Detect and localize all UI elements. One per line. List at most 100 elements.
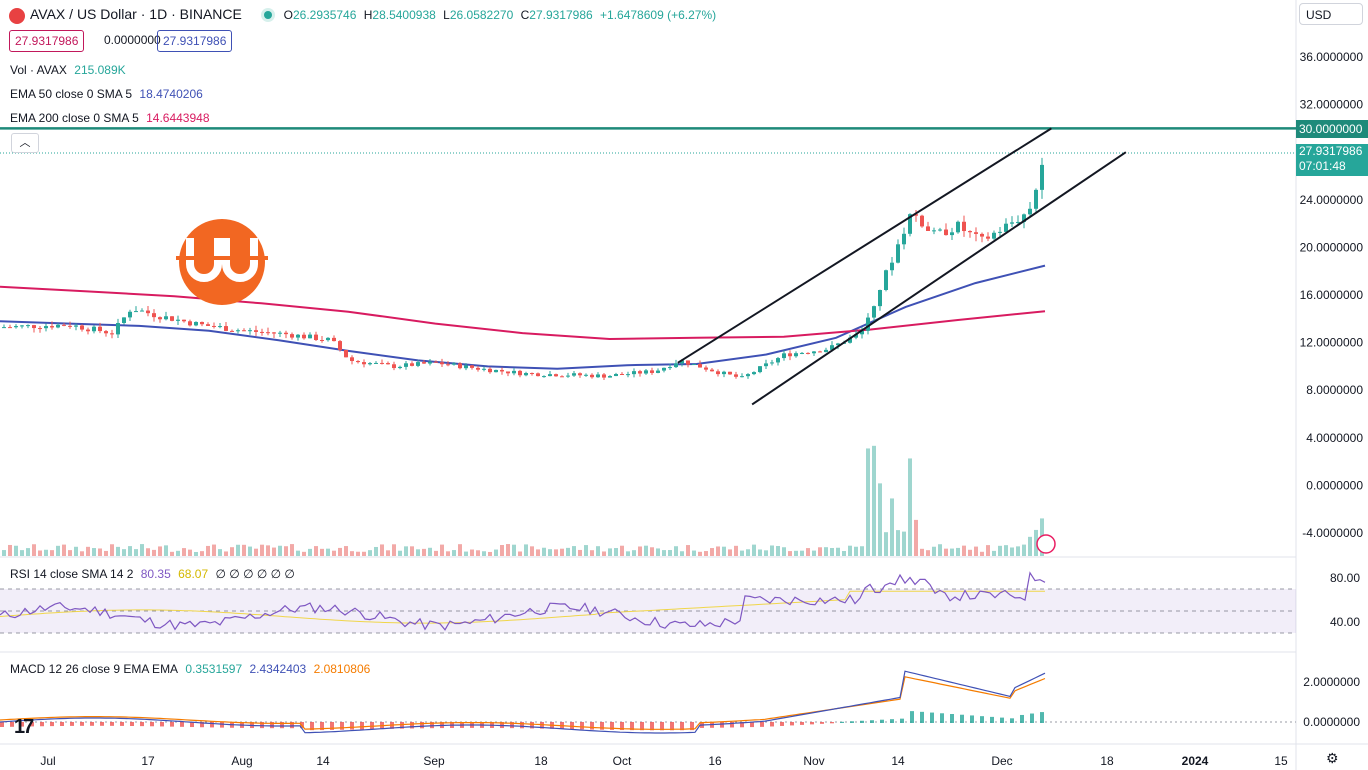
candle-body <box>746 374 750 377</box>
candle-body <box>902 233 906 245</box>
volume-bar <box>218 549 222 556</box>
macd-legend[interactable]: MACD 12 26 close 9 EMA EMA 0.3531597 2.4… <box>10 662 374 676</box>
candle-body <box>668 367 672 369</box>
volume-bar <box>200 551 204 556</box>
volume-bar <box>230 547 234 556</box>
volume-bar <box>932 546 936 556</box>
tradingview-logo-icon[interactable]: 17 <box>14 716 34 738</box>
volume-bar <box>596 546 600 556</box>
time-tick-label: Nov <box>803 754 824 768</box>
volume-bar <box>320 548 324 556</box>
volume-bar <box>80 551 84 556</box>
volume-bar <box>800 550 804 556</box>
candle-body <box>194 321 198 326</box>
candle-body <box>410 363 414 366</box>
candle-body <box>404 363 408 367</box>
macd-hist-bar <box>980 716 984 723</box>
macd-line-value: 2.4342403 <box>249 662 307 676</box>
candle-body <box>230 330 234 332</box>
spread-value: 0.0000000 <box>104 33 161 47</box>
currency-select[interactable]: USD <box>1299 3 1363 25</box>
macd-hist-bar <box>160 722 164 727</box>
macd-hist-bar <box>650 722 654 731</box>
volume-bar <box>686 545 690 556</box>
macd-hist-bar <box>770 722 774 727</box>
volume-bar <box>644 545 648 556</box>
volume-bar <box>590 550 594 556</box>
time-tick-label: 18 <box>1100 754 1114 768</box>
macd-hist-bar <box>360 722 364 730</box>
volume-bar <box>518 551 522 556</box>
macd-hist-bar <box>680 722 684 731</box>
candle-body <box>20 325 24 327</box>
candle-body <box>728 371 732 375</box>
macd-hist-bar <box>950 714 954 723</box>
volume-legend[interactable]: Vol · AVAX 215.089K <box>10 63 130 77</box>
close-value: 27.9317986 <box>529 8 593 22</box>
macd-hist-bar <box>280 722 284 729</box>
volume-bar <box>542 547 546 556</box>
volume-bar <box>260 544 264 556</box>
macd-hist-bar <box>670 722 674 731</box>
rsi-legend[interactable]: RSI 14 close SMA 14 2 80.35 68.07 ∅ ∅ ∅ … <box>10 567 299 581</box>
price-tick-label: 12.0000000 <box>1300 336 1364 350</box>
volume-bar <box>662 550 666 556</box>
macd-hist-bar <box>40 722 44 727</box>
candle-body <box>530 373 534 375</box>
candle-body <box>332 337 336 342</box>
macd-hist-bar <box>910 711 914 723</box>
volume-bar <box>8 544 12 556</box>
price-tick-label: 8.0000000 <box>1306 383 1363 397</box>
candle-body <box>734 374 738 377</box>
ema50-legend[interactable]: EMA 50 close 0 SMA 5 18.4740206 <box>10 87 207 101</box>
candle-body <box>632 371 636 375</box>
volume-bar <box>692 550 696 556</box>
macd-hist-bar <box>330 722 334 730</box>
candle-body <box>854 334 858 338</box>
volume-bar <box>920 548 924 556</box>
macd-hist-bar <box>210 722 214 728</box>
volume-bar <box>536 549 540 556</box>
volume-bar <box>122 549 126 556</box>
volume-bar <box>752 544 756 556</box>
buy-price-box[interactable]: 27.9317986 <box>157 30 233 52</box>
candle-body <box>980 233 984 237</box>
macd-hist-bar <box>70 722 74 726</box>
candle-body <box>296 334 300 338</box>
volume-bar <box>860 546 864 556</box>
volume-bar <box>764 550 768 556</box>
candle-body <box>314 334 318 341</box>
volume-bar <box>368 550 372 556</box>
collapse-legend-button[interactable]: ︿ <box>11 133 39 153</box>
rsi-label: RSI 14 close SMA 14 2 <box>10 567 134 581</box>
candle-body <box>398 366 402 369</box>
symbol-title[interactable]: AVAX / US Dollar · 1D · BINANCE <box>30 6 242 22</box>
macd-hist-bar <box>90 722 94 726</box>
ema50-label: EMA 50 close 0 SMA 5 <box>10 87 133 101</box>
macd-hist-bar <box>190 722 194 728</box>
volume-bar <box>344 546 348 556</box>
volume-bar <box>554 549 558 556</box>
change-value: +1.6478609 (+6.27%) <box>600 8 717 22</box>
macd-hist-bar <box>940 713 944 723</box>
candle-body <box>560 376 564 378</box>
volume-bar <box>890 498 894 556</box>
volume-bar <box>2 550 6 556</box>
rsi-sma-line <box>0 590 1045 624</box>
gear-icon[interactable]: ⚙ <box>1326 750 1339 766</box>
sell-price-box[interactable]: 27.9317986 <box>9 30 85 52</box>
candle-body <box>74 325 78 327</box>
volume-bar <box>872 445 876 556</box>
volume-bar <box>494 549 498 556</box>
candle-body <box>686 360 690 365</box>
rsi-extra-values: ∅ ∅ ∅ ∅ ∅ ∅ <box>215 567 295 581</box>
candle-body <box>14 326 18 328</box>
ema50-line <box>0 264 1046 370</box>
volume-bar <box>224 551 228 556</box>
volume-bar <box>488 551 492 556</box>
volume-bar <box>422 548 426 556</box>
volume-bar <box>680 551 684 556</box>
ema200-legend[interactable]: EMA 200 close 0 SMA 5 14.6443948 <box>10 111 214 125</box>
volume-bar <box>248 546 252 556</box>
